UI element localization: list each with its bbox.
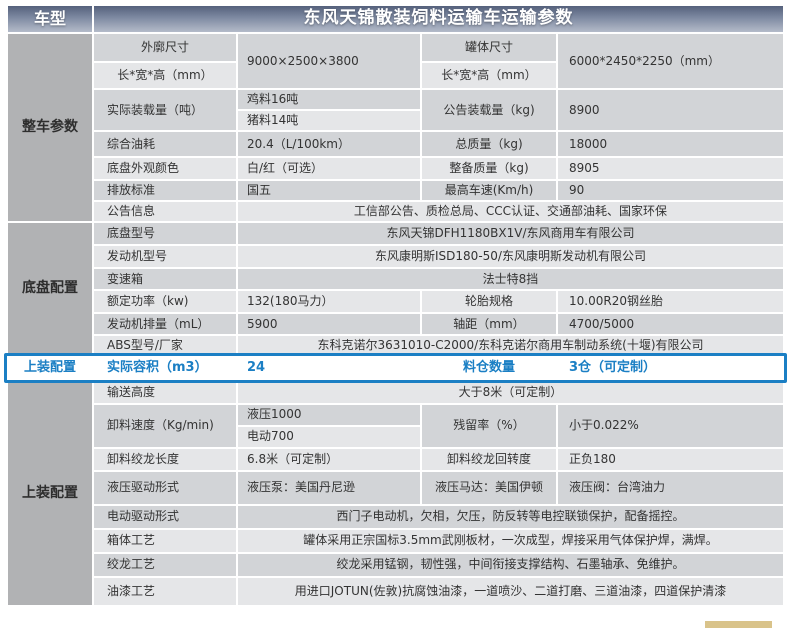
engine-model-label: 发动机型号 — [94, 246, 236, 267]
curb-mass-value: 8905 — [558, 158, 783, 179]
hydraulic-motor-value: 液压马达：美国伊顿 — [422, 471, 556, 504]
actual-volume-label: 实际容积（m3） — [94, 356, 236, 380]
max-speed-value: 90 — [558, 181, 783, 200]
notice-info-value: 工信部公告、质检总局、CCC认证、交通部油耗、国家环保 — [238, 202, 783, 221]
conveying-height-value: 大于8米（可定制） — [238, 381, 783, 403]
hydraulic-pump-value: 液压泵：美国丹尼逊 — [238, 471, 420, 504]
auger-craft-label: 绞龙工艺 — [94, 553, 236, 576]
header-row: 车型 东风天锦散装饲料运输车运输参数 — [8, 6, 783, 32]
bin-count-label: 料仓数量 — [422, 356, 556, 380]
tire-spec-value: 10.00R20钢丝胎 — [558, 291, 783, 312]
spec-table: 车型 东风天锦散装饲料运输车运输参数 整车参数 外廓尺寸 9000×2500×3… — [6, 4, 785, 607]
gearbox-value: 法士特8挡 — [238, 269, 783, 289]
body-craft-label: 箱体工艺 — [94, 529, 236, 552]
wheelbase-value: 4700/5000 — [558, 314, 783, 334]
tank-lwh-label: 长*宽*高（mm） — [422, 63, 556, 88]
auger-rotation-value: 正负180 — [558, 448, 783, 470]
chassis-color-value: 白/红（可选） — [238, 158, 420, 179]
spec-table-wrap: 车型 东风天锦散装饲料运输车运输参数 整车参数 外廓尺寸 9000×2500×3… — [4, 4, 787, 607]
notice-info-label: 公告信息 — [94, 202, 236, 221]
displacement-value: 5900 — [238, 314, 420, 334]
bin-count-value: 3仓（可定制） — [558, 356, 783, 380]
bottom-right-strip — [705, 621, 772, 628]
engine-model-value: 东风康明斯ISD180-50/东风康明斯发动机有限公司 — [238, 246, 783, 267]
wheelbase-label: 轴距（mm） — [422, 314, 556, 334]
electric-drive-value: 西门子电动机，欠相，欠压，防反转等电控联锁保护，配备摇控。 — [238, 505, 783, 528]
abs-label: ABS型号/厂家 — [94, 336, 236, 354]
discharge-speed-label: 卸料速度（Kg/min) — [94, 404, 236, 447]
max-speed-label: 最高车速(Km/h) — [422, 181, 556, 200]
discharge-electric-value: 电动700 — [238, 426, 420, 447]
chassis-model-value: 东风天锦DFH1180BX1V/东风商用车有限公司 — [238, 223, 783, 244]
auger-rotation-label: 卸料绞龙回转度 — [422, 448, 556, 470]
curb-mass-label: 整备质量（kg) — [422, 158, 556, 179]
auger-craft-value: 绞龙采用锰钢，韧性强，中间衔接支撑结构、石墨轴承、免维护。 — [238, 553, 783, 576]
hydraulic-drive-label: 液压驱动形式 — [94, 471, 236, 504]
fuel-consumption-value: 20.4（L/100km） — [238, 132, 420, 156]
discharge-hydraulic-value: 液压1000 — [238, 404, 420, 425]
outline-size-label: 外廓尺寸 — [94, 34, 236, 61]
displacement-label: 发动机排量（mL） — [94, 314, 236, 334]
chassis-model-label: 底盘型号 — [94, 223, 236, 244]
paint-craft-value: 用进口JOTUN(佐敦)抗腐蚀油漆，一道喷沙、二道打磨、三道油漆，四道保护清漆 — [238, 577, 783, 605]
body-craft-value: 罐体采用正宗国标3.5mm武刚板材，一次成型，焊接采用气体保护焊，满焊。 — [238, 529, 783, 552]
section-label-upper-config: 上装配置 — [8, 381, 92, 605]
announced-load-label: 公告装载量（kg) — [422, 90, 556, 130]
conveying-height-label: 输送高度 — [94, 381, 236, 403]
outline-size-value: 9000×2500×3800 — [238, 34, 420, 88]
paint-craft-label: 油漆工艺 — [94, 577, 236, 605]
tire-spec-label: 轮胎规格 — [422, 291, 556, 312]
outline-lwh-label: 长*宽*高（mm） — [94, 63, 236, 88]
residual-rate-label: 残留率（%） — [422, 404, 556, 447]
rated-power-label: 额定功率（kw) — [94, 291, 236, 312]
auger-length-value: 6.8米（可定制） — [238, 448, 420, 470]
page-title: 东风天锦散装饲料运输车运输参数 — [94, 6, 783, 32]
gearbox-label: 变速箱 — [94, 269, 236, 289]
emission-standard-label: 排放标准 — [94, 181, 236, 200]
gross-mass-value: 18000 — [558, 132, 783, 156]
pig-feed-value: 猪料14吨 — [238, 111, 420, 130]
chassis-color-label: 底盘外观颜色 — [94, 158, 236, 179]
car-type-header: 车型 — [8, 6, 92, 32]
rated-power-value: 132(180马力） — [238, 291, 420, 312]
gross-mass-label: 总质量（kg) — [422, 132, 556, 156]
electric-drive-label: 电动驱动形式 — [94, 505, 236, 528]
hydraulic-valve-value: 液压阀：台湾油力 — [558, 471, 783, 504]
abs-value: 东科克诺尔3631010-C2000/东科克诺尔商用车制动系统(十堰)有限公司 — [238, 336, 783, 354]
fuel-consumption-label: 综合油耗 — [94, 132, 236, 156]
section-label-chassis-config: 底盘配置 — [8, 223, 92, 354]
section-label-vehicle-params: 整车参数 — [8, 34, 92, 221]
actual-volume-value: 24 — [238, 356, 420, 380]
chicken-feed-value: 鸡料16吨 — [238, 90, 420, 109]
residual-rate-value: 小于0.022% — [558, 404, 783, 447]
tank-size-value: 6000*2450*2250（mm） — [558, 34, 783, 88]
announced-load-value: 8900 — [558, 90, 783, 130]
emission-standard-value: 国五 — [238, 181, 420, 200]
tank-size-label: 罐体尺寸 — [422, 34, 556, 61]
highlight-row: 上装配置 实际容积（m3） 24 料仓数量 3仓（可定制） — [8, 356, 783, 380]
actual-load-label: 实际装载量（吨） — [94, 90, 236, 130]
auger-length-label: 卸料绞龙长度 — [94, 448, 236, 470]
section-label-upper-config-highlight: 上装配置 — [8, 356, 92, 380]
